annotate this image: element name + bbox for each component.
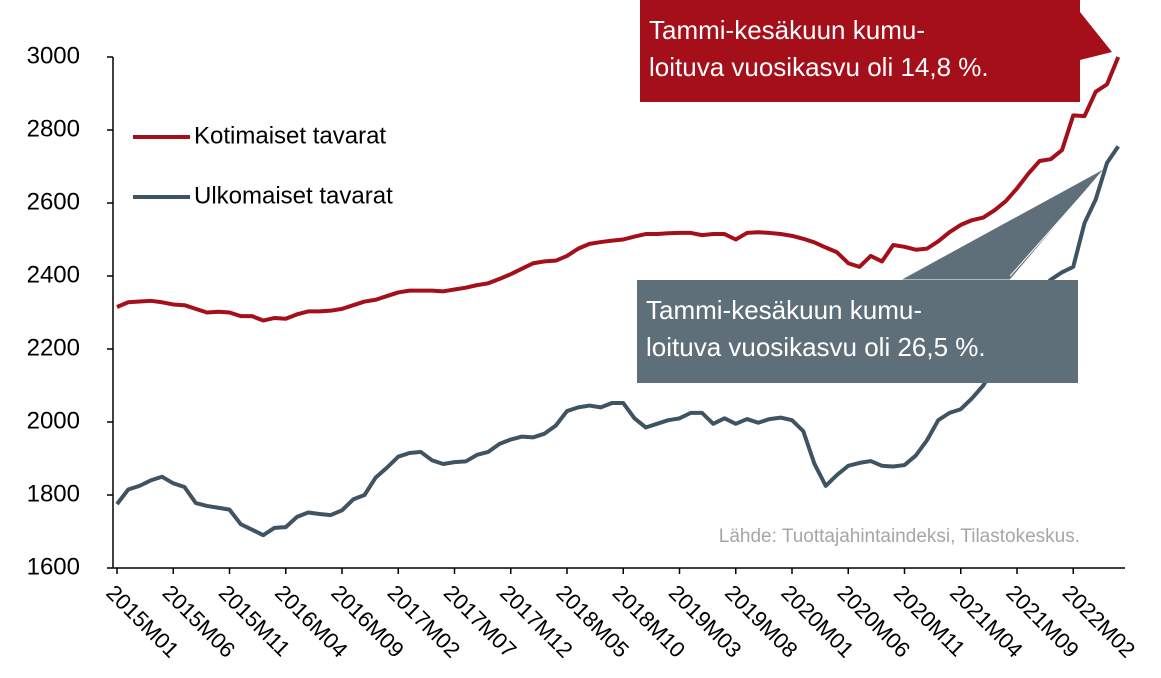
y-tick-label: 1600 <box>27 553 80 580</box>
y-tick-label: 2800 <box>27 115 80 142</box>
series-line <box>115 145 1120 538</box>
y-tick-label: 2600 <box>27 188 80 215</box>
annotation-text: loituva vuosikasvu oli 14,8 %. <box>649 52 989 82</box>
source-note: Lähde: Tuottajahintaindeksi, Tilastokesk… <box>719 526 1080 547</box>
callout-pointer <box>1080 12 1112 60</box>
y-tick-label: 2200 <box>27 334 80 361</box>
annotation-text: Tammi-kesäkuun kumu- <box>649 15 925 45</box>
y-tick-label: 3000 <box>27 42 80 69</box>
y-tick-label: 2400 <box>27 261 80 288</box>
callout-edge <box>1009 167 1107 277</box>
y-tick-label: 1800 <box>27 480 80 507</box>
annotation-text: loituva vuosikasvu oli 26,5 %. <box>646 332 986 362</box>
annotation-text: Tammi-kesäkuun kumu- <box>646 295 922 325</box>
annotation-box <box>640 0 1080 102</box>
legend-label: Ulkomaiset tavarat <box>194 182 393 209</box>
annotation-box <box>637 280 1078 383</box>
legend-label: Kotimaiset tavarat <box>194 122 386 149</box>
y-tick-label: 2000 <box>27 407 80 434</box>
series-line <box>116 56 1121 323</box>
